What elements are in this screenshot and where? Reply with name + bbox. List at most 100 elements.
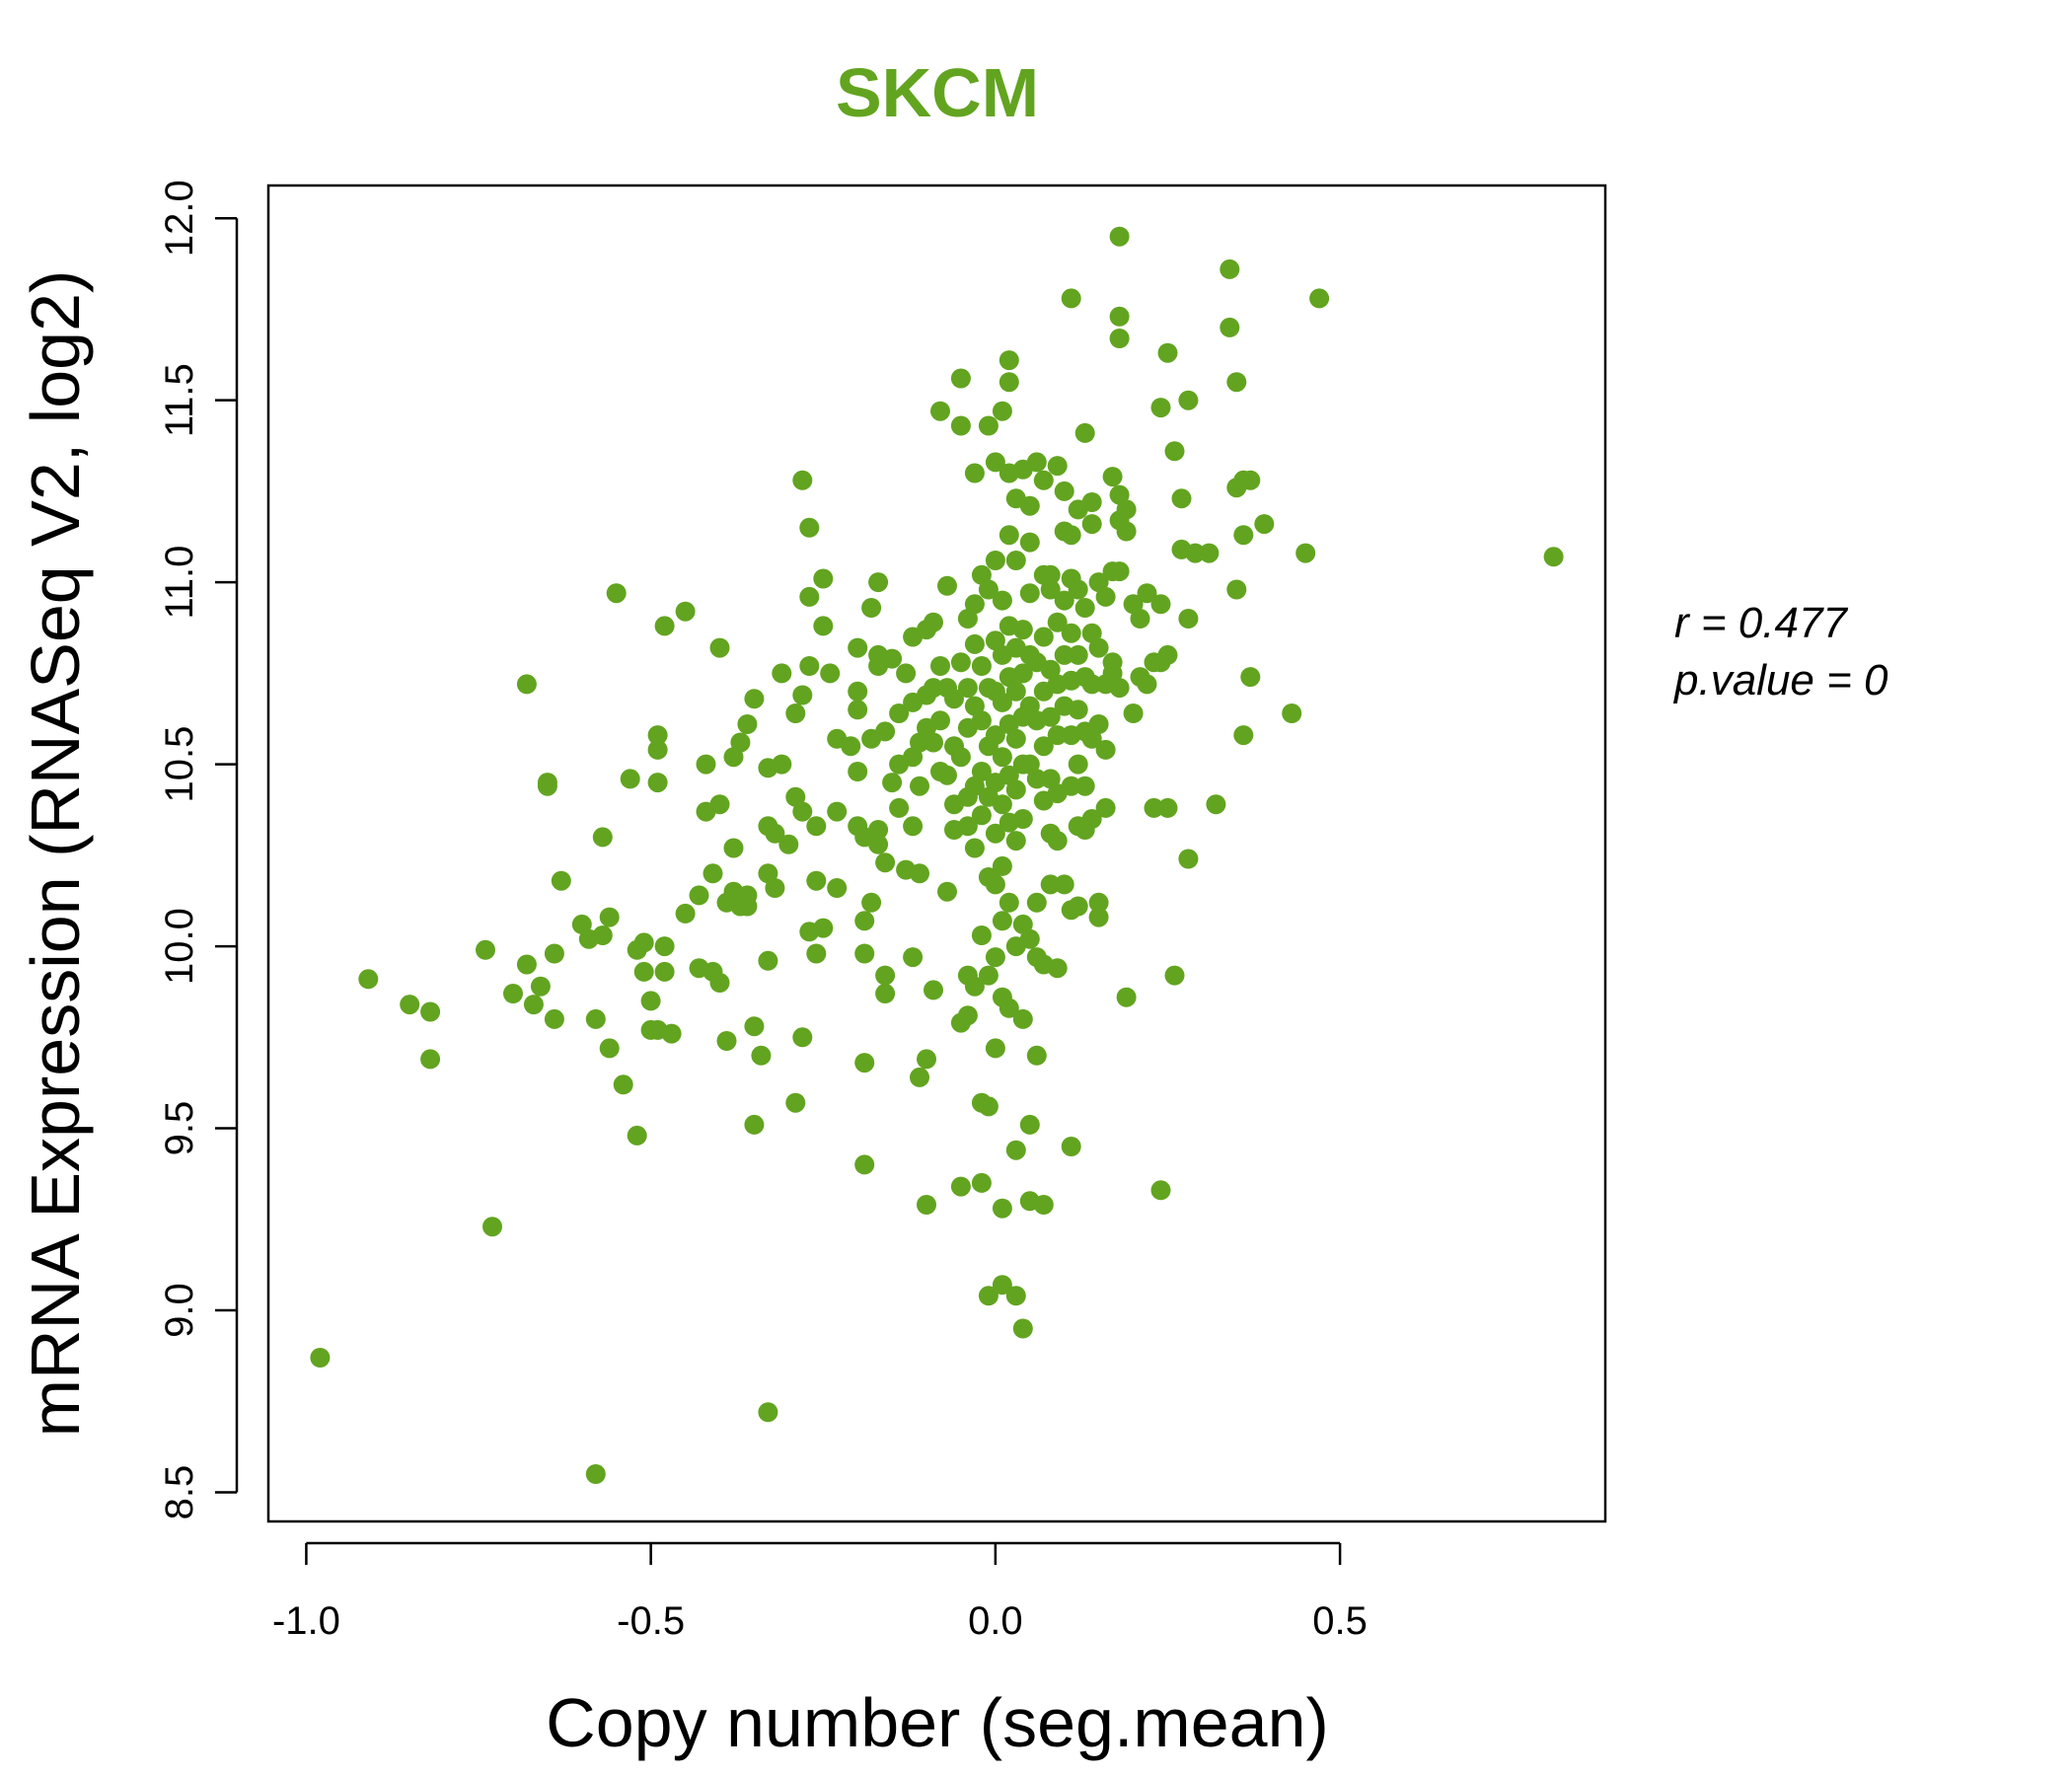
y-tick-label: 9.0 [158,1283,201,1338]
data-point [827,878,848,898]
data-point [924,732,943,753]
data-point [1068,700,1088,720]
data-point [785,1092,806,1113]
data-point [820,663,841,684]
data-point [1026,892,1047,913]
data-point [1012,914,1033,934]
data-point [647,773,668,793]
data-point [689,885,709,906]
data-point [799,586,820,607]
data-point [1047,725,1068,746]
data-point [924,980,943,1000]
data-point [1005,831,1026,851]
y-tick-label: 12.0 [158,180,201,257]
data-point [772,754,792,775]
data-point [1012,620,1033,640]
data-point [1137,583,1157,604]
data-point [999,372,1019,393]
data-point [530,976,551,997]
data-point [716,1031,737,1051]
data-point [633,961,654,982]
data-point [992,692,1012,712]
data-point [813,918,834,938]
data-point [1005,728,1026,749]
data-point [854,1053,875,1073]
data-point [1061,525,1081,546]
data-point [633,932,654,953]
data-point [723,838,744,858]
data-point [1178,849,1199,869]
data-point [957,1005,978,1026]
data-point [675,601,696,622]
data-point [1088,572,1109,593]
data-point [992,401,1012,421]
data-point [999,892,1019,913]
data-point [1088,714,1109,734]
data-point [992,1198,1012,1219]
data-point [792,685,813,705]
data-point [420,1001,441,1022]
data-point [744,689,765,709]
data-point [1095,586,1116,607]
data-point [1033,1195,1054,1215]
data-point [620,769,640,789]
x-axis: -1.0 -0.5 0.0 0.5 [272,1541,1368,1643]
data-point [544,1008,564,1029]
data-point [1137,674,1157,695]
data-point [1123,703,1144,723]
data-point [654,961,675,982]
data-point [950,652,971,673]
data-point [647,739,668,760]
data-point [1109,561,1130,582]
data-point [1220,317,1240,337]
data-point [1005,681,1026,702]
data-point [964,633,985,654]
data-point [903,947,924,968]
data-point [957,816,978,837]
data-point [1109,678,1130,699]
data-point [1240,470,1261,490]
data-point [1109,484,1130,505]
data-point [1005,1286,1026,1306]
data-point [1150,398,1171,418]
data-point [696,754,716,775]
data-point [606,583,627,604]
data-point [889,703,910,723]
data-point [1047,456,1068,477]
data-point [930,401,950,421]
data-point [654,616,675,636]
data-point [758,1402,778,1423]
data-point [937,765,957,785]
data-point [1047,958,1068,979]
data-point [950,747,971,768]
data-point [1116,521,1137,542]
x-axis-title: Copy number (seg.mean) [546,1684,1329,1761]
data-point [592,827,613,848]
data-point [1019,495,1040,516]
data-point [937,881,957,902]
data-point [613,1074,633,1095]
data-point [985,823,1005,844]
data-point [985,725,1005,746]
y-tick-label: 10.5 [158,726,201,803]
data-point [1150,1180,1171,1201]
data-point [1233,525,1254,546]
data-point [1171,488,1192,509]
data-point [1033,736,1054,757]
data-point [813,568,834,589]
data-point [848,700,868,720]
data-point [917,1049,936,1070]
data-point [709,637,730,658]
data-point [799,517,820,538]
data-point [971,710,992,731]
data-point [772,663,792,684]
data-point [950,1176,971,1197]
data-point [868,820,889,840]
data-point [482,1217,502,1237]
data-point [1054,874,1074,895]
data-point [924,678,943,699]
data-point [1081,492,1102,512]
data-point [1019,532,1040,553]
data-point [744,1016,765,1037]
